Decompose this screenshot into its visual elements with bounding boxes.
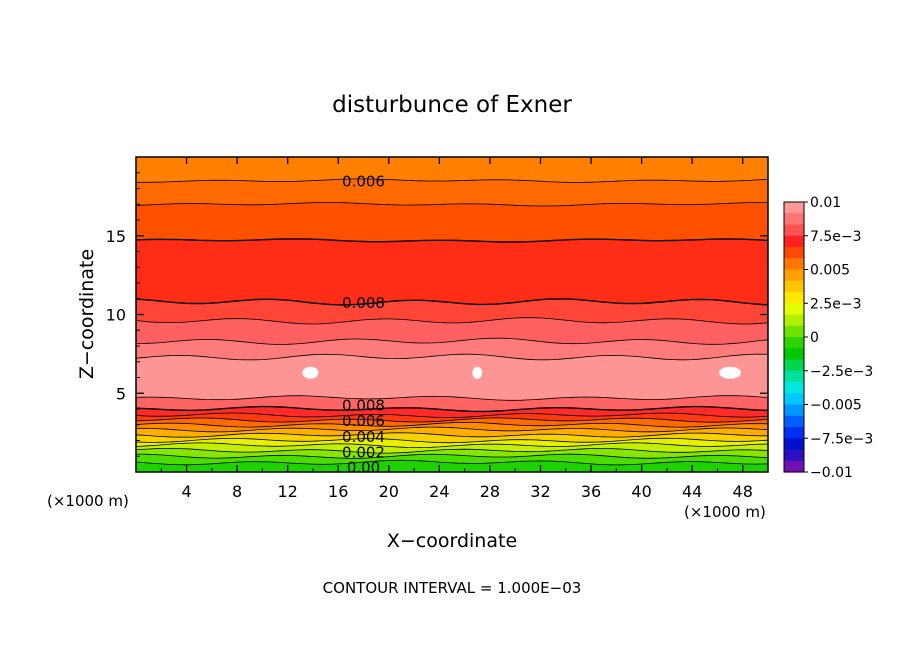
colorbar-segment xyxy=(784,460,804,473)
colorbar-segment xyxy=(784,415,804,428)
colorbar-segment xyxy=(784,404,804,417)
contour-line xyxy=(135,353,769,361)
x-unit-left: (×1000 m) xyxy=(47,492,129,510)
x-axis-ticks: 4 8 12 16 20 24 28 32 36 40 44 48 xyxy=(160,157,753,501)
y-axis-ticks: 5 10 15 xyxy=(106,172,768,457)
x-axis-label: X−coordinate xyxy=(387,530,517,552)
colorbar-label: −0.005 xyxy=(810,398,862,414)
contour-fill-bands xyxy=(136,157,768,472)
colorbar-segment xyxy=(784,348,804,361)
contour-lines xyxy=(135,178,769,466)
contour-line xyxy=(136,453,769,459)
contour-line xyxy=(135,337,769,345)
x-unit-right: (×1000 m) xyxy=(684,503,766,521)
contour-line xyxy=(136,178,769,183)
x-tick-label: 20 xyxy=(379,482,399,501)
colorbar-segment xyxy=(784,280,804,293)
contour-label: 0.00 xyxy=(347,458,380,476)
x-tick-label: 4 xyxy=(181,482,191,501)
x-tick-label: 24 xyxy=(429,482,449,501)
y-tick-label: 5 xyxy=(116,384,126,403)
colorbar-segment xyxy=(784,337,804,349)
colorbar-segment xyxy=(784,292,804,304)
contour-line xyxy=(135,417,769,423)
contour-label: 0.008 xyxy=(342,294,385,312)
contour-line xyxy=(135,432,768,438)
colorbar-segment xyxy=(784,258,804,271)
contour-line xyxy=(135,298,769,306)
y-axis-label: Z−coordinate xyxy=(76,249,98,379)
x-tick-label: 36 xyxy=(581,482,601,501)
colorbar-label: 0.01 xyxy=(810,195,841,211)
contour-line xyxy=(135,317,769,325)
colorbar-segment xyxy=(784,438,804,451)
white-region xyxy=(472,366,483,379)
colorbar-segment xyxy=(784,449,804,462)
contour-line xyxy=(135,412,769,418)
colorbar-label: −0.01 xyxy=(810,465,853,481)
x-tick-label: 8 xyxy=(232,482,242,501)
y-tick-label: 10 xyxy=(106,306,126,325)
colorbar-segment xyxy=(784,427,804,439)
colorbar-label: −7.5e−3 xyxy=(810,431,873,447)
colorbar-label: 0 xyxy=(810,330,819,346)
contour-label: 0.006 xyxy=(342,173,385,191)
x-tick-label: 48 xyxy=(733,482,753,501)
contour-line xyxy=(135,395,769,401)
colorbar-label: −2.5e−3 xyxy=(810,364,873,380)
contour-line xyxy=(135,202,769,207)
contour-line xyxy=(135,437,769,444)
colorbar-segment xyxy=(784,213,804,226)
y-tick-label: 15 xyxy=(106,227,126,246)
contour-line xyxy=(135,405,769,413)
contour-label: 0.008 xyxy=(342,396,385,414)
colorbar-segment xyxy=(784,202,804,214)
x-tick-label: 40 xyxy=(631,482,651,501)
colorbar-label: 7.5e−3 xyxy=(810,229,862,245)
contour-label: 0.004 xyxy=(342,428,385,446)
white-region xyxy=(719,366,742,379)
colorbar-segment xyxy=(784,247,804,259)
colorbar-segment xyxy=(784,235,804,248)
colorbar-segment xyxy=(784,393,804,406)
contour-line xyxy=(135,459,769,466)
contour-line xyxy=(135,448,769,454)
x-tick-label: 44 xyxy=(682,482,702,501)
colorbar-segment xyxy=(784,370,804,383)
white-region xyxy=(302,366,319,379)
colorbar-segment xyxy=(784,269,804,282)
colorbar-segment xyxy=(784,325,804,338)
contour-line xyxy=(135,421,769,428)
contour-line xyxy=(135,238,769,243)
white-contour-regions xyxy=(302,366,742,379)
colorbar-label: 0.005 xyxy=(810,263,850,279)
colorbar-labels: 0.01 7.5e−3 0.005 2.5e−3 0 −2.5e−3 −0.005 −7.5e… xyxy=(804,195,873,481)
colorbar-segment xyxy=(784,224,804,237)
colorbar-segment xyxy=(784,359,804,372)
colorbar-label: 2.5e−3 xyxy=(810,296,862,312)
contour-line xyxy=(135,442,769,448)
x-tick-label: 16 xyxy=(328,482,348,501)
contour-line xyxy=(136,426,769,433)
contour-interval-note: CONTOUR INTERVAL = 1.000E−03 xyxy=(323,579,582,597)
x-tick-label: 12 xyxy=(278,482,298,501)
colorbar-segment xyxy=(784,314,804,327)
colorbar-segment xyxy=(784,382,804,394)
colorbar xyxy=(783,201,805,473)
x-tick-label: 32 xyxy=(530,482,550,501)
x-tick-label: 28 xyxy=(480,482,500,501)
contour-band xyxy=(136,460,768,472)
contour-label: 0.006 xyxy=(342,412,385,430)
colorbar-segment xyxy=(784,303,804,316)
chart-title: disturbunce of Exner xyxy=(332,92,572,118)
contour-label: 0.002 xyxy=(342,444,385,462)
